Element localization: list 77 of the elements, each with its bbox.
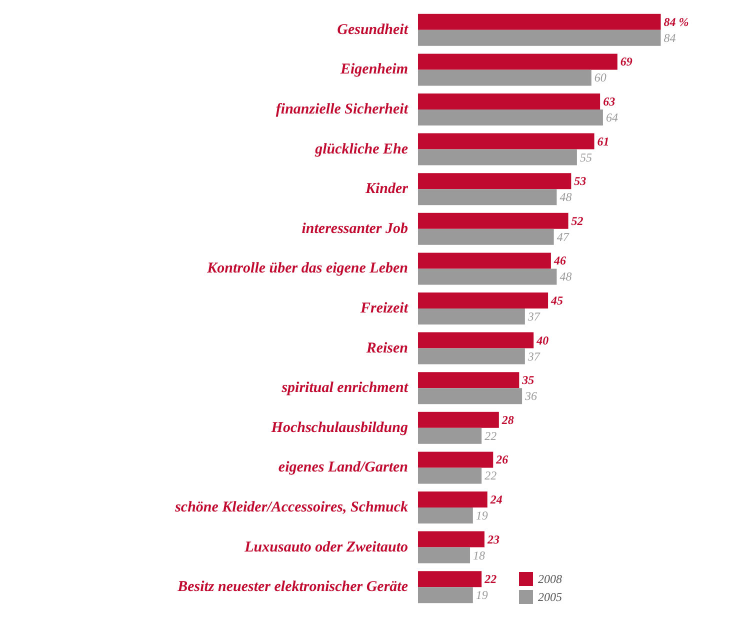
bar: [418, 70, 592, 86]
data-label: 22: [484, 572, 497, 586]
data-label: 35: [521, 373, 534, 388]
bar: [418, 547, 470, 564]
bar: [418, 587, 473, 604]
y-tick-label: finanzielle Sicherheit: [276, 102, 409, 118]
bar: [418, 531, 484, 548]
bar: [418, 468, 482, 484]
bar: [418, 372, 520, 388]
bar: [418, 94, 600, 110]
bar: [418, 571, 482, 588]
data-label: 48: [560, 190, 572, 204]
data-label: 63: [603, 94, 616, 108]
bar: [418, 54, 618, 70]
bar: [418, 133, 594, 150]
data-label: 37: [526, 349, 541, 364]
data-label: 52: [571, 214, 584, 228]
data-label: 69: [620, 54, 632, 69]
y-tick-label: Reisen: [365, 340, 408, 356]
bar: [418, 212, 568, 229]
bar: [418, 14, 661, 30]
y-tick-label: Luxusauto oder Zweitauto: [244, 539, 408, 556]
bar: [418, 348, 525, 364]
y-tick-label: eigenes Land/Garten: [278, 460, 408, 476]
data-label: 18: [473, 548, 486, 562]
bar: [418, 492, 488, 508]
data-label: 60: [594, 70, 606, 85]
y-tick-label: spiritual enrichment: [280, 380, 409, 396]
bar: [418, 149, 577, 166]
y-tick-label: glückliche Ehe: [314, 141, 408, 158]
data-label: 48: [560, 270, 572, 284]
bar: [418, 268, 557, 285]
legend-label: 2008: [538, 572, 562, 586]
data-label: 37: [526, 310, 541, 324]
y-tick-label: Kontrolle über das eigene Leben: [206, 260, 408, 277]
y-tick-label: Kinder: [364, 181, 408, 198]
y-tick-label: Freizeit: [360, 300, 409, 316]
bar: [418, 252, 551, 269]
data-label: 64: [606, 110, 618, 124]
y-tick-label: interessanter Job: [302, 220, 408, 237]
data-label: 47: [556, 230, 570, 244]
data-label: 22: [484, 468, 497, 483]
bar: [418, 30, 661, 46]
bar: [418, 228, 554, 245]
bar: [418, 308, 525, 324]
data-label: 61: [597, 134, 610, 148]
data-label: 28: [500, 412, 514, 427]
data-label: 84 %: [664, 14, 689, 29]
data-label: 19: [476, 508, 488, 522]
data-label: 36: [524, 389, 538, 404]
bar: [418, 110, 603, 126]
legend-label: 2005: [538, 590, 562, 604]
bar: [418, 189, 557, 206]
data-label: 19: [476, 588, 488, 602]
y-tick-label: Hochschulausbildung: [270, 420, 408, 436]
bar: [418, 292, 548, 308]
data-label: 84: [664, 30, 676, 45]
data-label: 24: [489, 492, 502, 506]
data-label: 53: [574, 174, 586, 188]
data-label: 22: [484, 428, 497, 443]
y-tick-label: Besitz neuester elektronischer Geräte: [176, 579, 408, 596]
bar: [418, 332, 534, 348]
bar: [418, 508, 473, 524]
bar: [418, 173, 572, 190]
bar: [418, 388, 522, 404]
data-label: 23: [486, 532, 500, 546]
y-tick-label: Eigenheim: [339, 62, 408, 78]
bar: [418, 452, 494, 468]
bar: [418, 412, 499, 428]
data-label: 40: [536, 333, 549, 348]
y-tick-label: Gesundheit: [337, 22, 409, 38]
data-label: 26: [495, 452, 508, 467]
bar: [418, 428, 482, 444]
data-label: 46: [552, 254, 566, 268]
data-label: 45: [550, 294, 564, 308]
y-tick-label: schöne Kleider/Accessoires, Schmuck: [174, 500, 408, 516]
data-label: 55: [580, 150, 592, 164]
